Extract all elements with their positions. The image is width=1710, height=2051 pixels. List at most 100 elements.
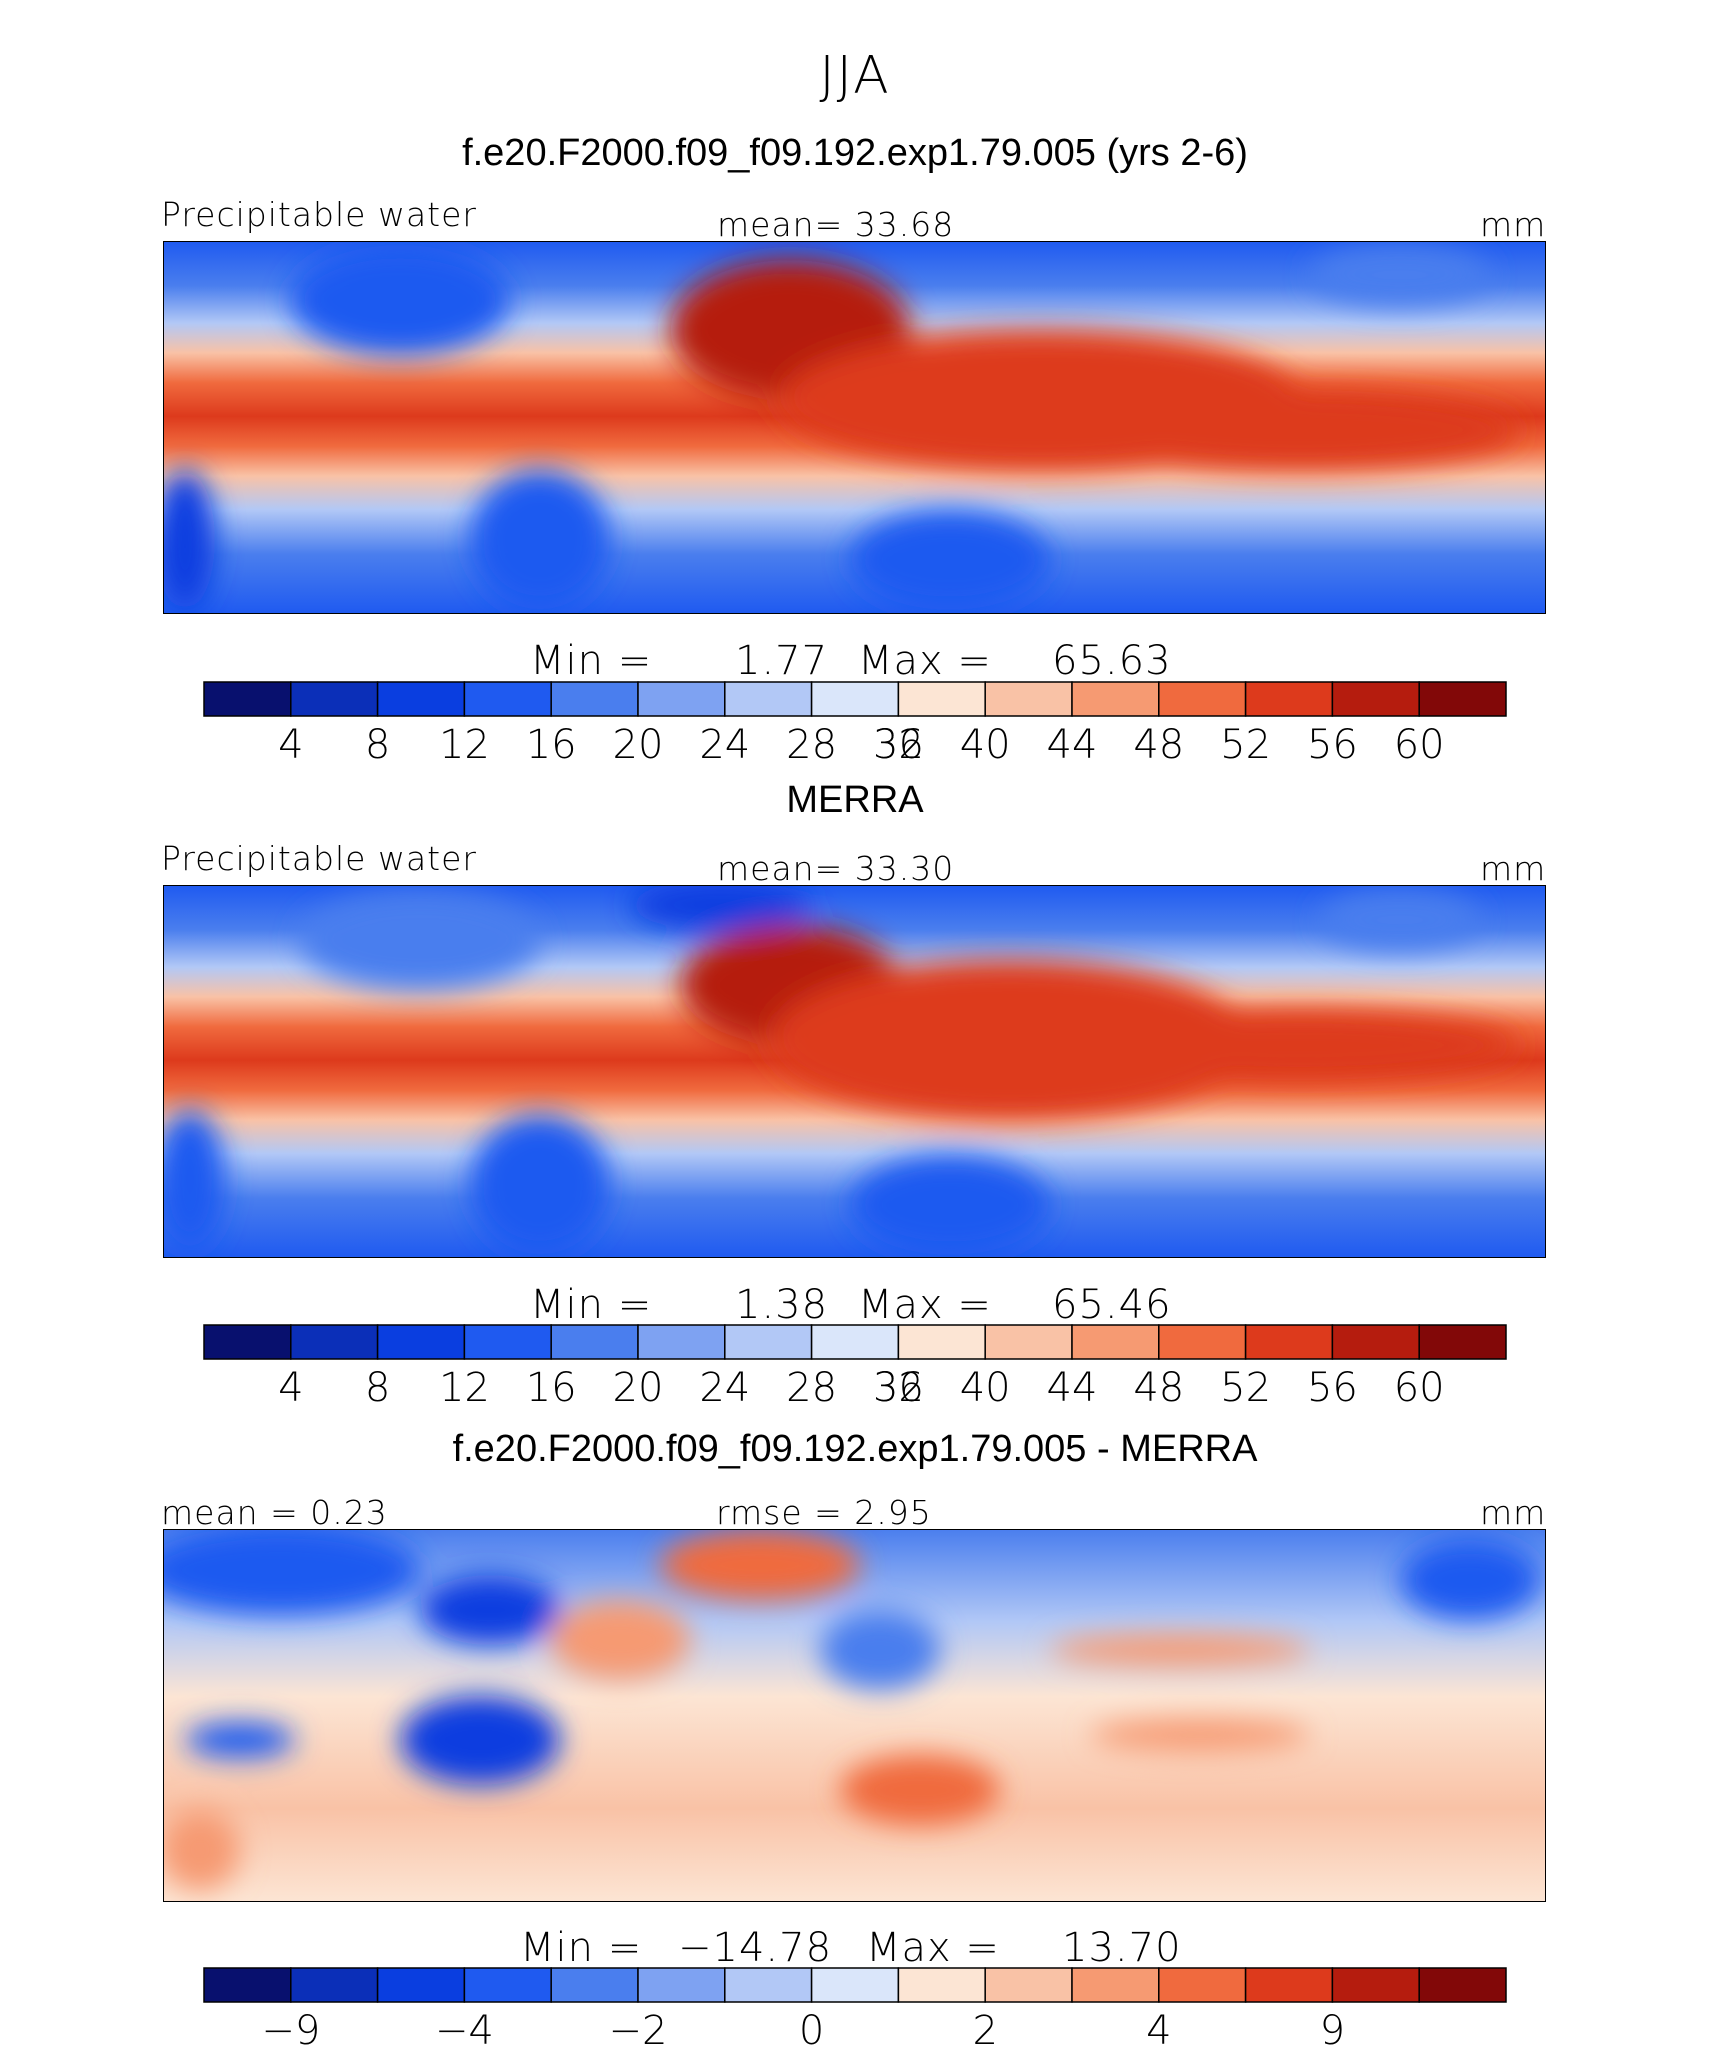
- panel-1-max-label: Max =: [858, 638, 992, 684]
- colorbar-tick-label: 60: [1394, 722, 1445, 768]
- colorbar-tick-label: 48: [1133, 1365, 1184, 1411]
- colorbar-swatch: [984, 1967, 1073, 2003]
- colorbar-swatch: [203, 1967, 292, 2003]
- colorbar-swatch: [1158, 681, 1247, 717]
- colorbar-swatch: [1331, 681, 1420, 717]
- colorbar-swatch: [376, 1324, 466, 1360]
- colorbar-tick-label: 12: [439, 722, 490, 768]
- panel-2-map: [163, 885, 1546, 1258]
- colorbar-swatch: [550, 681, 639, 717]
- colorbar-tick-label: 16: [526, 1365, 577, 1411]
- panel-1-variable-label: Precipitable water: [161, 195, 477, 234]
- colorbar-tick-label: 0: [799, 2008, 824, 2051]
- panel-2-max-label: Max =: [858, 1282, 992, 1328]
- panel-2-units-label: mm: [1480, 849, 1547, 888]
- colorbar-tick-label: 8: [365, 722, 390, 768]
- colorbar-swatch: [1331, 1967, 1420, 2003]
- colorbar-tick-label: 36: [873, 1365, 924, 1411]
- panel-2-variable-label: Precipitable water: [161, 839, 477, 878]
- colorbar-tick-label: 4: [1146, 2008, 1171, 2051]
- colorbar-tick-label: 24: [699, 722, 750, 768]
- colorbar-swatch: [1158, 1967, 1247, 2003]
- colorbar-swatch: [550, 1967, 639, 2003]
- colorbar-tick-label: 60: [1394, 1365, 1445, 1411]
- colorbar-swatch: [897, 1967, 986, 2003]
- panel-1-title: f.e20.F2000.f09_f09.192.exp1.79.005 (yrs…: [462, 132, 1248, 174]
- colorbar-swatch: [1418, 1967, 1507, 2003]
- colorbar-tick-label: −4: [435, 2008, 494, 2051]
- colorbar-swatch: [1244, 1324, 1334, 1360]
- colorbar-swatch: [984, 1324, 1073, 1360]
- colorbar-swatch: [1071, 681, 1160, 717]
- colorbar-swatch: [376, 681, 466, 717]
- colorbar-swatch: [637, 1967, 726, 2003]
- panel-1-mean-label: mean= 33.68: [717, 205, 955, 244]
- colorbar-tick-label: 40: [960, 722, 1011, 768]
- colorbar-tick-label: 32: [873, 722, 924, 768]
- colorbar-tick-label: −2: [609, 2008, 668, 2051]
- panel-3-min-label: Min =: [520, 1925, 643, 1971]
- panel-2-title: MERRA: [786, 779, 924, 821]
- colorbar-swatch: [1418, 681, 1507, 717]
- colorbar-tick-label: 28: [786, 722, 837, 768]
- colorbar-swatch: [203, 681, 292, 717]
- colorbar-tick-label: 4: [278, 1365, 303, 1411]
- colorbar-tick-label: 56: [1307, 722, 1358, 768]
- panel-3-min-value: −14.78: [678, 1925, 833, 1971]
- panel-2-mean-label: mean= 33.30: [717, 849, 955, 888]
- colorbar-tick-label: 12: [439, 1365, 490, 1411]
- panel-1-max-value: 65.63: [1052, 638, 1172, 684]
- colorbar-swatch: [897, 681, 986, 717]
- colorbar-tick-label: 36: [873, 722, 924, 768]
- panel-3-max-value: 13.70: [1062, 1925, 1182, 1971]
- colorbar-swatch: [290, 1324, 379, 1360]
- panel-1-min-label: Min =: [530, 638, 653, 684]
- panel-3-mean-label: mean = 0.23: [161, 1493, 388, 1532]
- colorbar-swatch: [1244, 681, 1334, 717]
- colorbar-swatch: [637, 681, 726, 717]
- panel-3-rmse-label: rmse = 2.95: [716, 1493, 932, 1532]
- colorbar-swatch: [1331, 1324, 1420, 1360]
- colorbar-swatch: [290, 1967, 379, 2003]
- colorbar-tick-label: 4: [278, 722, 303, 768]
- colorbar-swatch: [1158, 1324, 1247, 1360]
- colorbar-tick-label: 28: [786, 1365, 837, 1411]
- colorbar-swatch: [1071, 1324, 1160, 1360]
- colorbar-swatch: [810, 1324, 900, 1360]
- colorbar-tick-label: 24: [699, 1365, 750, 1411]
- colorbar-swatch: [463, 681, 552, 717]
- colorbar-swatch: [637, 1324, 726, 1360]
- colorbar-swatch: [724, 1967, 813, 2003]
- panel-2-min-value: 1.38: [735, 1282, 829, 1328]
- colorbar-tick-label: 2: [972, 2008, 997, 2051]
- panel-1-min-value: 1.77: [735, 638, 829, 684]
- colorbar-tick-label: 44: [1047, 1365, 1098, 1411]
- colorbar-tick-label: 20: [613, 1365, 664, 1411]
- colorbar-tick-label: 40: [960, 1365, 1011, 1411]
- colorbar-swatch: [550, 1324, 639, 1360]
- colorbar-swatch: [897, 1324, 986, 1360]
- colorbar-tick-label: 9: [1320, 2008, 1345, 2051]
- colorbar-swatch: [984, 681, 1073, 717]
- panel-2-max-value: 65.46: [1052, 1282, 1172, 1328]
- colorbar-swatch: [376, 1967, 466, 2003]
- colorbar-swatch: [463, 1324, 552, 1360]
- panel-1-units-label: mm: [1480, 205, 1547, 244]
- panel-3-map: [163, 1529, 1546, 1902]
- panel-3-max-label: Max =: [866, 1925, 1000, 1971]
- colorbar-tick-label: 44: [1047, 722, 1098, 768]
- colorbar-tick-label: 56: [1307, 1365, 1358, 1411]
- panel-3-units-label: mm: [1480, 1493, 1547, 1532]
- colorbar-tick-label: −9: [261, 2008, 320, 2051]
- panel-1-map: [163, 241, 1546, 614]
- panel-3-colorbar: −9 −4 −2 0 2 4 9: [203, 1967, 1507, 2051]
- colorbar-tick-label: 48: [1133, 722, 1184, 768]
- colorbar-swatch: [463, 1967, 552, 2003]
- panel-2-min-label: Min =: [530, 1282, 653, 1328]
- panel-3-title: f.e20.F2000.f09_f09.192.exp1.79.005 - ME…: [452, 1428, 1258, 1470]
- colorbar-tick-label: 16: [526, 722, 577, 768]
- colorbar-swatch: [724, 681, 813, 717]
- colorbar-tick-label: 8: [365, 1365, 390, 1411]
